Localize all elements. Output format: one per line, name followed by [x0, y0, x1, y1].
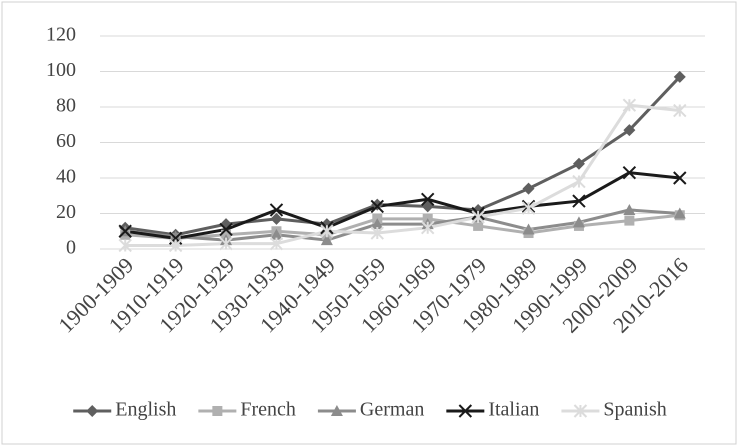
marker	[673, 171, 687, 185]
marker	[269, 236, 284, 251]
marker	[269, 203, 284, 217]
legend-marker	[212, 406, 223, 416]
y-tick-label: 60	[56, 130, 76, 152]
marker	[270, 228, 283, 240]
series-line	[124, 171, 680, 240]
marker	[219, 236, 233, 251]
marker	[168, 238, 183, 253]
marker	[118, 224, 132, 238]
y-tick-label: 80	[56, 95, 76, 117]
marker	[622, 165, 637, 180]
marker	[370, 226, 384, 240]
legend: English French German Italian Spanish	[73, 399, 667, 421]
marker	[522, 223, 535, 235]
marker	[371, 218, 384, 230]
marker	[270, 212, 283, 225]
legend-marker	[86, 405, 99, 417]
marker	[320, 224, 334, 238]
legend-item: English	[73, 399, 176, 421]
marker	[219, 222, 233, 237]
legend-label: English	[115, 399, 176, 421]
marker	[522, 182, 535, 195]
marker	[320, 234, 333, 246]
series-line	[125, 213, 680, 240]
marker	[169, 230, 182, 242]
marker	[572, 174, 586, 189]
marker	[118, 238, 132, 253]
series-line	[125, 103, 680, 247]
marker	[521, 201, 536, 215]
legend-item: French	[198, 399, 296, 421]
marker	[673, 103, 687, 118]
legend-marker	[573, 404, 588, 418]
marker	[623, 124, 636, 137]
marker	[622, 98, 637, 112]
y-tick-label: 120	[46, 24, 76, 46]
marker	[370, 199, 384, 214]
y-tick-label: 40	[56, 166, 76, 188]
legend-label: German	[360, 399, 424, 421]
marker	[624, 215, 635, 226]
series-line	[125, 208, 680, 242]
marker	[673, 207, 686, 219]
marker	[572, 157, 585, 170]
legend-marker	[458, 404, 473, 418]
legend-label: French	[240, 399, 296, 421]
legend-item: Spanish	[561, 399, 667, 421]
marker	[371, 198, 384, 211]
legend-label: Italian	[488, 399, 539, 421]
marker	[572, 194, 586, 208]
legend-item: Italian	[446, 399, 539, 421]
marker	[673, 70, 686, 83]
y-tick-label: 0	[66, 237, 76, 259]
marker	[421, 220, 435, 235]
marker	[421, 192, 435, 207]
legend-label: Spanish	[603, 399, 666, 421]
series-line	[124, 75, 681, 237]
y-tick-label: 20	[56, 201, 76, 223]
marker	[471, 210, 485, 224]
legend-marker	[330, 405, 343, 416]
legend-item: German	[317, 399, 424, 421]
marker	[473, 220, 484, 231]
marker	[572, 216, 585, 228]
y-tick-label: 100	[46, 59, 76, 81]
marker	[623, 203, 636, 215]
